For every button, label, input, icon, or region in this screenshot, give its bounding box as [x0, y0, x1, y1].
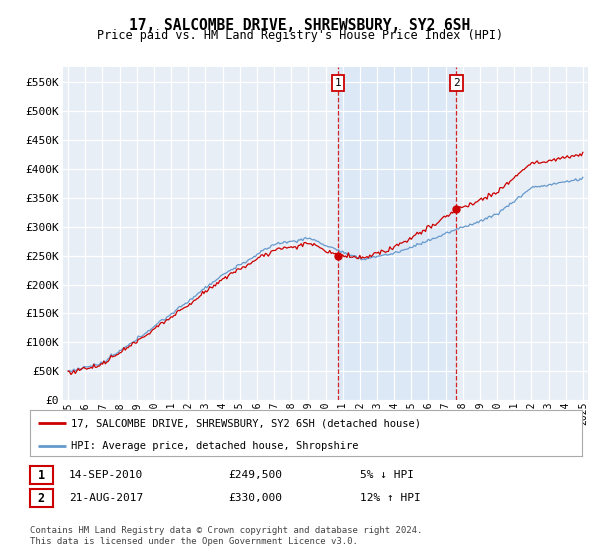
Text: 1: 1	[334, 78, 341, 88]
Text: £249,500: £249,500	[228, 470, 282, 480]
Text: 12% ↑ HPI: 12% ↑ HPI	[360, 493, 421, 503]
Text: 14-SEP-2010: 14-SEP-2010	[69, 470, 143, 480]
Text: 17, SALCOMBE DRIVE, SHREWSBURY, SY2 6SH: 17, SALCOMBE DRIVE, SHREWSBURY, SY2 6SH	[130, 18, 470, 33]
Text: 21-AUG-2017: 21-AUG-2017	[69, 493, 143, 503]
Text: Price paid vs. HM Land Registry's House Price Index (HPI): Price paid vs. HM Land Registry's House …	[97, 29, 503, 42]
Text: 5% ↓ HPI: 5% ↓ HPI	[360, 470, 414, 480]
Text: 2: 2	[453, 78, 460, 88]
Text: 2: 2	[38, 492, 45, 505]
Text: Contains HM Land Registry data © Crown copyright and database right 2024.
This d: Contains HM Land Registry data © Crown c…	[30, 526, 422, 546]
Text: 1: 1	[38, 469, 45, 482]
Bar	[338, 67, 457, 400]
Text: 17, SALCOMBE DRIVE, SHREWSBURY, SY2 6SH (detached house): 17, SALCOMBE DRIVE, SHREWSBURY, SY2 6SH …	[71, 418, 421, 428]
Text: HPI: Average price, detached house, Shropshire: HPI: Average price, detached house, Shro…	[71, 441, 359, 451]
Text: £330,000: £330,000	[228, 493, 282, 503]
